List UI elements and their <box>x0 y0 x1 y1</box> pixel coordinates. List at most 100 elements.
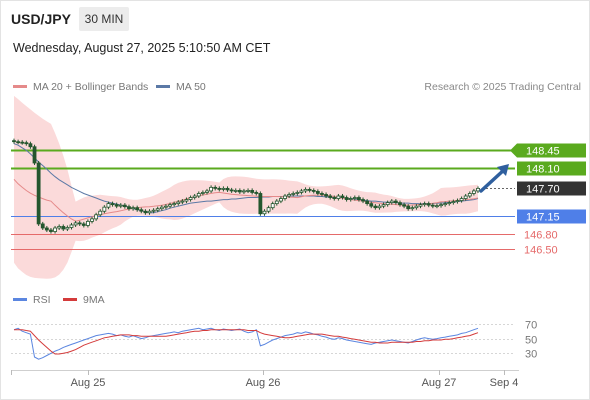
x-tick-label: Aug 25 <box>71 377 106 389</box>
candle-body <box>168 204 172 207</box>
candle-body <box>12 140 16 143</box>
rsi-tick-label: 50 <box>525 335 537 347</box>
candle-body <box>471 190 476 194</box>
candle-body <box>164 205 168 208</box>
candle-body <box>139 209 144 212</box>
candle-body <box>418 204 423 207</box>
legend-ma50: MA 50 <box>156 81 206 93</box>
candle-body <box>147 210 152 214</box>
rsi-swatch-icon <box>13 297 27 301</box>
candle-body <box>44 227 49 231</box>
candle-body <box>348 198 353 200</box>
candle-body <box>98 210 103 216</box>
rsi-tick-label: 30 <box>525 349 537 361</box>
candle-body <box>320 193 324 195</box>
candle-body <box>65 227 70 230</box>
bollinger-band <box>14 95 478 279</box>
candle-body <box>246 190 250 192</box>
candle-body <box>307 188 312 191</box>
candle-body <box>32 146 37 164</box>
candle-body <box>122 204 127 208</box>
candle-body <box>476 187 480 192</box>
candle-body <box>389 200 394 203</box>
candle-body <box>430 204 435 207</box>
candle-body <box>217 187 222 190</box>
level-label-support: 146.80 <box>524 230 558 242</box>
timeframe-button[interactable]: 30 MIN <box>79 7 129 31</box>
candle-body <box>16 141 21 144</box>
rsi-tick-label: 70 <box>525 320 537 332</box>
level-label-resistance: 148.45 <box>526 146 560 158</box>
candle-body <box>398 202 402 206</box>
candle-body <box>459 198 464 201</box>
candle-body <box>233 190 238 192</box>
candle-body <box>131 207 135 210</box>
legend-ma20-label: MA 20 + Bollinger Bands <box>33 81 149 93</box>
candle-body <box>176 201 181 205</box>
x-tick-label: Aug 26 <box>246 377 281 389</box>
candle-body <box>266 207 271 212</box>
candle-body <box>303 188 308 192</box>
candle-body <box>410 207 415 210</box>
candle-body <box>53 227 57 232</box>
candle-body <box>114 204 119 207</box>
candle-body <box>365 200 370 205</box>
candle-body <box>229 189 234 192</box>
candle-body <box>324 194 328 197</box>
candle-body <box>336 195 341 199</box>
candle-body <box>295 192 300 194</box>
forecast-arrow-shaft <box>479 167 507 193</box>
candle-body <box>422 203 427 206</box>
candle-body <box>151 209 156 212</box>
candle-body <box>57 226 62 229</box>
candle-body <box>406 205 411 210</box>
x-tick-label: Aug 27 <box>422 377 457 389</box>
legend-9ma-label: 9MA <box>83 294 105 306</box>
level-box-resistance <box>517 143 586 158</box>
candle-body <box>155 208 160 211</box>
candle-body <box>279 198 283 202</box>
currency-pair-title: USD/JPY <box>11 11 71 27</box>
candle-body <box>213 186 218 189</box>
candle-body <box>237 190 242 193</box>
candle-body <box>361 199 365 202</box>
candle-body <box>94 214 99 220</box>
candle-body <box>385 202 390 206</box>
candle-body <box>24 142 29 145</box>
ma20-swatch-icon <box>13 84 27 88</box>
candle-body <box>49 229 53 232</box>
legend-9ma: 9MA <box>63 294 105 306</box>
candles-group <box>12 138 480 234</box>
candle-body <box>414 205 419 209</box>
candle-body <box>381 204 386 207</box>
candle-body <box>159 206 164 210</box>
candle-body <box>258 193 263 215</box>
candle-body <box>200 192 205 194</box>
candle-body <box>340 195 345 198</box>
candle-body <box>143 210 148 214</box>
ma50-swatch-icon <box>156 84 170 88</box>
candle-body <box>106 203 111 208</box>
level-label-resistance: 148.10 <box>526 164 560 176</box>
candle-body <box>357 197 361 200</box>
level-label-support: 146.50 <box>524 245 558 257</box>
candle-body <box>426 203 431 206</box>
candle-body <box>196 193 201 197</box>
candle-body <box>192 195 197 198</box>
level-box-current <box>517 181 586 196</box>
level-box-resistance <box>517 161 586 176</box>
level-label-pivot: 147.15 <box>526 212 560 224</box>
candle-body <box>377 205 382 209</box>
candle-body <box>172 203 177 206</box>
candle-body <box>184 199 189 202</box>
level-box-pivot <box>517 209 586 224</box>
candle-body <box>205 190 209 193</box>
resistance-pointer-icon <box>510 143 517 158</box>
candle-body <box>20 141 25 144</box>
candle-body <box>77 222 82 225</box>
candle-body <box>283 195 287 199</box>
candle-body <box>73 222 78 226</box>
candle-body <box>451 201 456 203</box>
x-tick-label: Sep 4 <box>490 377 519 389</box>
